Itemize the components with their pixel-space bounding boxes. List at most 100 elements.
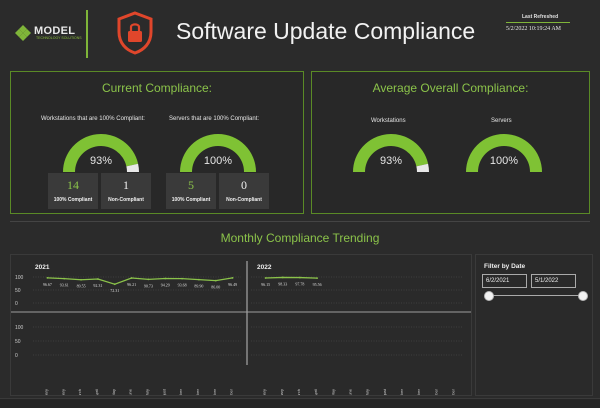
month-label: November [433,388,438,395]
trend-title: Monthly Compliance Trending [220,231,380,245]
month-label: September [178,388,183,395]
month-label: July [365,389,370,395]
data-label: 97.78 [295,282,304,287]
month-label: October [416,388,421,395]
servers-average-gauge[interactable]: 100% [462,132,546,172]
data-point [46,276,49,279]
data-label: 95.56 [313,282,322,287]
y-tick-label: 100 [15,325,24,331]
y-tick-label: 0 [15,301,18,307]
month-label: April [94,389,99,395]
month-label: June [128,388,133,395]
year-label: 2022 [257,264,272,271]
data-label: 96.15 [261,282,270,287]
y-tick-label: 50 [15,339,21,345]
data-point [299,276,301,279]
section-divider [10,221,590,222]
card-number: 0 [241,178,247,192]
data-label: 94.29 [161,282,170,287]
workstations-compliant-label: Workstations that are 100% Compliant: [41,116,145,122]
average-compliance-panel: Average Overall Compliance: Workstations… [311,71,590,214]
data-label: 93.68 [178,283,187,288]
data-label: 96.21 [127,282,136,287]
workstations-average-gauge[interactable]: 93% [349,132,433,172]
trend-chart[interactable]: 100 50 0 100 50 0 2021 96.67 93.61 89.55 92.31 72.3… [11,255,471,408]
month-label: February [279,389,284,395]
month-label: November [212,388,217,395]
data-label: 86.00 [211,285,220,290]
data-label: 72.31 [110,288,119,293]
data-point [147,278,150,281]
servers-compliant-label: Servers that are 100% Compliant: [169,116,260,122]
month-label: February [60,389,65,395]
series-line-2021 [47,277,233,285]
data-point [181,277,183,280]
workstations-compliant-card[interactable]: 14 100% Compliant [48,173,98,209]
logo-subtext: TECHNOLOGY SOLUTIONS [36,36,82,40]
workstations-current-value: 93% [89,155,113,167]
gauge-fill [180,134,256,172]
data-point [214,279,217,282]
servers-noncompliant-card[interactable]: 0 Non-Compliant [219,173,269,209]
last-refreshed-value: 5/2/2022 10:19:24 AM [506,26,562,32]
end-date-input[interactable]: 5/1/2022 [531,274,576,288]
month-label: June [347,388,352,395]
servers-compliant-card[interactable]: 5 100% Compliant [166,173,216,209]
gauge-fill [466,134,542,172]
gauge-remainder [126,163,139,172]
month-label: March [296,389,301,395]
series-line-2022 [265,276,318,279]
last-refreshed-label: Last Refreshed [522,14,559,20]
start-slider-handle[interactable] [484,291,494,301]
date-filter-panel: Filter by Date 6/2/2021 5/1/2022 [475,254,593,396]
month-label: May [111,389,116,395]
y-tick-label: 0 [15,353,18,359]
data-label: 96.67 [43,282,52,287]
month-label: December [450,388,455,395]
workstations-average-value: 93% [379,155,403,167]
start-date-input[interactable]: 6/2/2021 [482,274,527,288]
data-label: 89.90 [194,284,203,289]
logo-text: MODEL [34,25,76,37]
data-point [231,277,234,279]
current-compliance-title: Current Compliance: [101,81,213,95]
gauge-arc [63,133,139,172]
data-point [164,277,167,280]
data-point [80,278,82,281]
month-label: October [195,388,200,395]
card-label: 100% Compliant [53,197,93,203]
card-label: Non-Compliant [108,197,144,203]
data-point [130,277,133,279]
month-label: April [313,389,318,395]
end-slider-handle[interactable] [578,291,588,301]
header-divider [86,10,88,58]
filter-title: Filter by Date [484,263,526,270]
servers-current-gauge[interactable]: 100% [176,132,260,172]
lock-shield-icon [117,11,153,55]
month-label: July [144,389,149,395]
gauge-arc [466,134,542,172]
trend-chart-panel: 100 50 0 100 50 0 2021 96.67 93.61 89.55 92.31 72.3… [10,254,472,408]
header-bar [0,0,600,64]
gauge-arc [353,133,429,172]
servers-average-label: Servers [491,118,512,124]
card-number: 1 [123,178,129,192]
workstations-average-label: Workstations [371,118,406,124]
month-label: May [330,389,335,395]
gauge-remainder [416,163,429,172]
gauge-fill [63,133,139,172]
workstations-current-gauge[interactable]: 93% [59,132,143,172]
data-label: 90.73 [144,283,153,288]
month-label: January [43,389,48,395]
company-logo: MODEL TECHNOLOGY SOLUTIONS [14,24,82,44]
data-point [281,276,284,279]
bottom-strip [0,398,600,408]
gauge-fill [353,133,429,172]
month-label: January [262,389,267,395]
month-label: September [399,388,404,395]
card-label: 100% Compliant [171,197,211,203]
workstations-noncompliant-card[interactable]: 1 Non-Compliant [101,173,151,209]
date-slider-track[interactable] [488,295,582,296]
average-compliance-title: Average Overall Compliance: [372,81,529,95]
data-point [264,277,267,279]
